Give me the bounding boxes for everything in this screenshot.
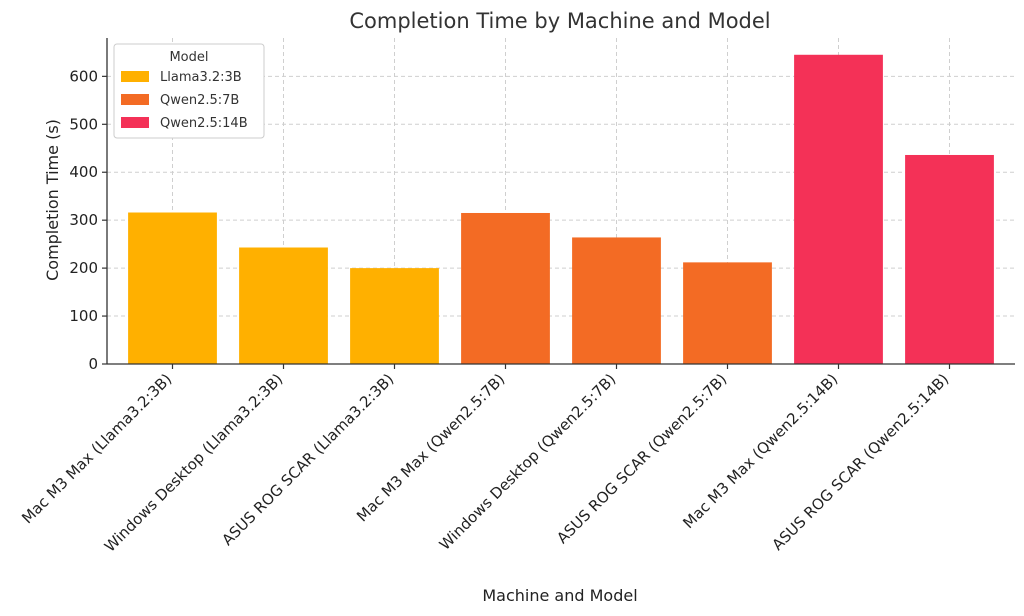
- x-axis-label: Machine and Model: [482, 586, 637, 605]
- bar: [794, 54, 883, 364]
- legend-swatch: [121, 71, 149, 82]
- y-tick-label: 0: [88, 355, 98, 373]
- legend-label: Qwen2.5:7B: [160, 93, 239, 108]
- y-axis-label: Completion Time (s): [43, 119, 62, 281]
- legend: Model Llama3.2:3B Qwen2.5:7B Qwen2.5:14B: [113, 43, 265, 139]
- y-tick-label: 600: [69, 67, 98, 85]
- bar: [683, 262, 772, 364]
- y-tick-label: 500: [69, 115, 98, 133]
- legend-swatch: [121, 117, 149, 128]
- x-tick-label: Windows Desktop (Llama3.2:3B): [101, 370, 286, 555]
- chart-title: Completion Time by Machine and Model: [349, 9, 770, 33]
- bar: [905, 154, 994, 364]
- bar: [350, 268, 439, 364]
- legend-frame: [113, 43, 265, 139]
- bar: [128, 212, 217, 364]
- legend-label: Qwen2.5:14B: [160, 116, 248, 131]
- y-tick-label: 200: [69, 259, 98, 277]
- x-tick-label: Windows Desktop (Qwen2.5:7B): [436, 370, 620, 554]
- legend-label: Llama3.2:3B: [160, 70, 242, 85]
- y-tick-label: 400: [69, 163, 98, 181]
- x-tick-label: ASUS ROG SCAR (Qwen2.5:14B): [769, 370, 953, 554]
- legend-entries: Llama3.2:3B Qwen2.5:7B Qwen2.5:14B: [121, 70, 248, 131]
- x-tick-label: ASUS ROG SCAR (Llama3.2:3B): [218, 370, 397, 549]
- legend-swatch: [121, 94, 149, 105]
- legend-title: Model: [169, 50, 208, 65]
- bar: [461, 212, 550, 364]
- bar: [239, 247, 328, 364]
- bar-layer: [128, 54, 994, 364]
- y-tick-label: 300: [69, 211, 98, 229]
- bar: [572, 237, 661, 364]
- y-tick-label: 100: [69, 307, 98, 325]
